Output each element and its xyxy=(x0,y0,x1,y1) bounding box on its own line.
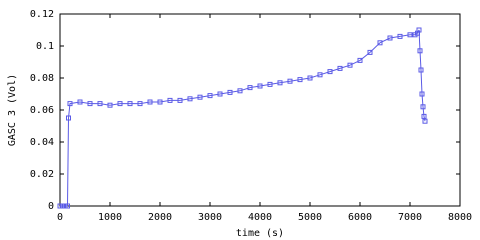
series-line xyxy=(60,29,426,207)
point-marker xyxy=(347,62,353,68)
point-marker xyxy=(66,115,71,121)
x-tick-label: 8000 xyxy=(448,212,472,223)
point-marker xyxy=(407,32,413,38)
point-marker xyxy=(367,49,373,55)
x-axis-label: time (s) xyxy=(236,228,284,239)
point-marker xyxy=(421,113,427,119)
x-tick-label: 5000 xyxy=(298,212,322,223)
y-axis-label: GASC 3 (Vol) xyxy=(7,74,18,146)
point-marker xyxy=(277,80,283,86)
point-marker xyxy=(157,99,163,105)
plot-frame xyxy=(59,13,461,207)
point-marker xyxy=(257,83,263,89)
point-marker xyxy=(87,101,93,107)
point-marker xyxy=(416,27,422,33)
point-marker xyxy=(107,102,113,108)
x-tick-label: 1000 xyxy=(98,212,122,223)
point-marker xyxy=(307,75,313,81)
x-tick-label: 4000 xyxy=(248,212,272,223)
point-marker xyxy=(177,97,183,103)
point-marker xyxy=(197,94,203,100)
y-tick-label: 0.06 xyxy=(30,105,54,116)
point-marker xyxy=(127,101,133,107)
point-marker xyxy=(417,48,423,54)
point-marker xyxy=(77,99,83,105)
y-tick-label: 0.12 xyxy=(30,9,54,20)
x-tick-label: 6000 xyxy=(348,212,372,223)
point-marker xyxy=(327,69,333,75)
y-tick-label: 0.02 xyxy=(30,169,54,180)
point-marker xyxy=(137,101,143,107)
point-marker xyxy=(117,101,123,107)
point-marker xyxy=(147,99,153,105)
point-marker xyxy=(267,81,273,87)
point-marker xyxy=(287,78,293,84)
point-marker xyxy=(65,203,70,209)
y-tick-label: 0 xyxy=(48,201,54,212)
point-marker xyxy=(418,67,424,73)
point-marker xyxy=(237,88,243,94)
point-marker xyxy=(337,65,343,71)
point-marker xyxy=(397,33,403,39)
point-marker xyxy=(387,35,393,41)
point-marker xyxy=(247,85,253,91)
y-tick-label: 0.04 xyxy=(30,137,54,148)
point-marker xyxy=(67,101,73,107)
point-marker xyxy=(357,57,363,63)
point-marker xyxy=(420,104,426,110)
point-marker xyxy=(419,91,425,97)
x-tick-label: 7000 xyxy=(398,212,422,223)
point-marker xyxy=(317,72,323,78)
x-tick-label: 3000 xyxy=(198,212,222,223)
point-marker xyxy=(187,96,193,102)
y-tick-label: 0.08 xyxy=(30,73,54,84)
point-marker xyxy=(377,40,383,46)
point-marker xyxy=(422,118,428,124)
point-marker xyxy=(207,93,213,99)
point-marker xyxy=(167,97,173,103)
point-marker xyxy=(227,89,233,95)
point-marker xyxy=(217,91,223,97)
point-marker xyxy=(97,101,103,107)
y-tick-label: 0.1 xyxy=(36,41,54,52)
point-marker xyxy=(297,77,303,83)
x-tick-label: 2000 xyxy=(148,212,172,223)
x-tick-label: 0 xyxy=(57,212,63,223)
